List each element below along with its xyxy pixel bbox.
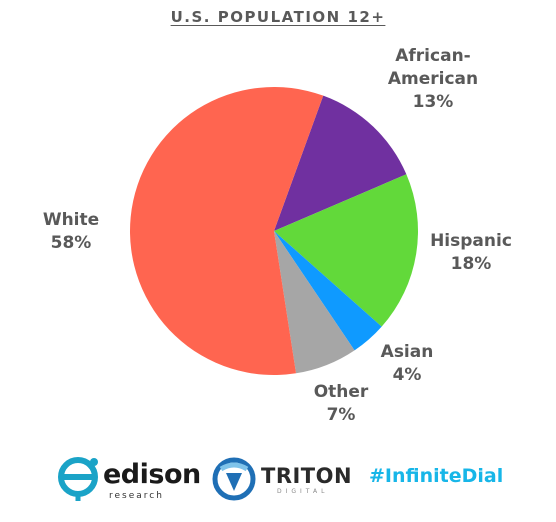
slice-name-line: White	[42, 210, 100, 230]
slice-label-asian: Asian 4%	[376, 341, 438, 387]
slice-name-line: African-	[395, 46, 471, 66]
triton-logo-icon	[212, 457, 256, 501]
hashtag-text: #InfiniteDial	[369, 465, 504, 487]
edison-wordmark: edison	[103, 459, 201, 490]
slice-name-line: American	[387, 69, 479, 89]
triton-subtext: DIGITAL	[277, 488, 329, 495]
pie-slice-other	[274, 231, 355, 374]
slice-value: 7%	[326, 405, 356, 425]
slice-value: 4%	[392, 365, 422, 385]
slice-value: 58%	[50, 233, 92, 253]
slice-name-line: Asian	[380, 342, 434, 362]
slice-value: 13%	[412, 92, 454, 112]
triton-wordmark: TRITON	[261, 464, 353, 488]
slice-label-other: Other 7%	[306, 381, 376, 427]
pie-slice-white	[130, 86, 324, 376]
slice-label-african-american: African- American 13%	[383, 45, 483, 114]
slice-name-line: Hispanic	[430, 231, 512, 251]
edison-subtext: research	[109, 491, 164, 501]
pie-slice-asian	[274, 231, 382, 351]
slice-label-hispanic: Hispanic 18%	[426, 230, 516, 276]
slice-value: 18%	[450, 254, 492, 274]
chart-title: U.S. POPULATION 12+	[170, 8, 386, 26]
pie-slice-african-american	[274, 95, 407, 231]
slice-name-line: Other	[313, 382, 369, 402]
slice-label-white: White 58%	[36, 209, 106, 255]
pie-slice-hispanic	[274, 174, 419, 327]
edison-logo-icon	[58, 457, 98, 501]
